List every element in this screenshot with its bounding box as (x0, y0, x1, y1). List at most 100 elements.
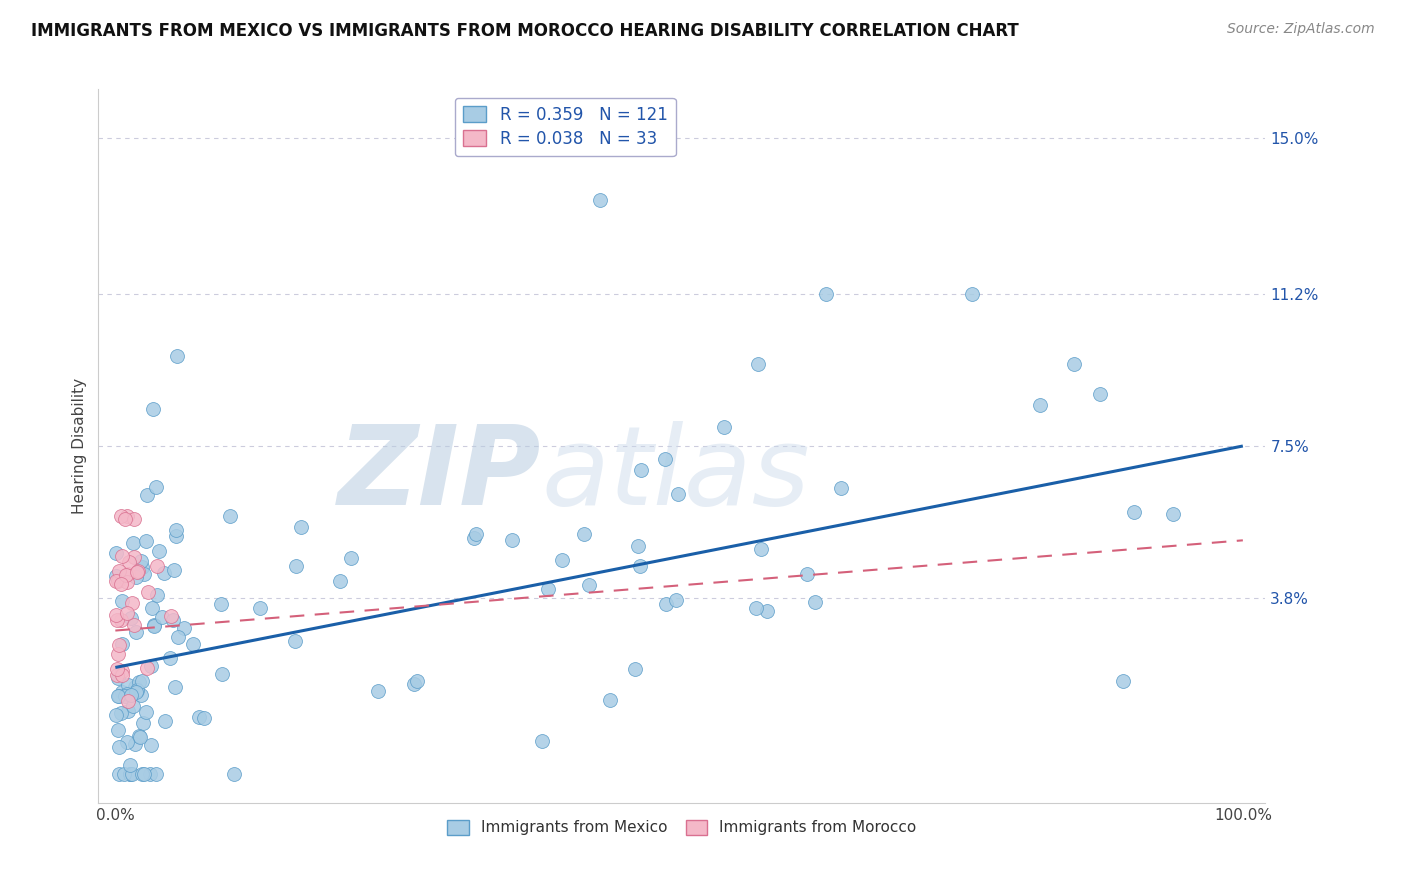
Point (537, 582, 560, 596)
Point (117, 566, 139, 581)
Point (139, 659, 162, 673)
Point (193, 710, 215, 724)
Point (1123, 505, 1146, 519)
Point (165, 523, 187, 537)
Point (111, 637, 134, 651)
Point (122, 511, 145, 525)
Point (111, 667, 134, 681)
Point (209, 597, 232, 611)
Point (747, 357, 769, 371)
Point (578, 578, 600, 592)
Point (118, 767, 141, 781)
Point (329, 574, 352, 588)
Point (666, 486, 689, 500)
Point (163, 563, 186, 577)
Point (135, 705, 157, 719)
Point (105, 546, 128, 560)
Point (143, 619, 166, 633)
Point (110, 577, 132, 591)
Point (125, 685, 148, 699)
Point (131, 674, 153, 689)
Point (153, 714, 176, 729)
Point (107, 574, 129, 589)
Point (107, 638, 129, 652)
Point (159, 651, 181, 665)
Point (115, 735, 138, 749)
Point (173, 622, 195, 636)
Point (150, 610, 173, 624)
Point (117, 704, 139, 718)
Point (623, 662, 645, 676)
Point (165, 529, 187, 543)
Point (1161, 508, 1184, 522)
Point (108, 739, 131, 754)
Point (121, 596, 143, 610)
Point (146, 588, 169, 602)
Point (108, 564, 131, 578)
Point (181, 637, 204, 651)
Point (167, 630, 190, 644)
Point (118, 758, 141, 772)
Point (166, 350, 188, 364)
Point (627, 539, 650, 553)
Point (115, 574, 138, 589)
Point (111, 549, 134, 564)
Point (751, 541, 773, 556)
Point (118, 555, 141, 569)
Point (107, 723, 129, 737)
Point (120, 610, 142, 624)
Point (105, 668, 128, 682)
Point (756, 605, 779, 619)
Point (124, 625, 146, 640)
Point (127, 565, 149, 579)
Point (551, 553, 574, 567)
Point (162, 613, 184, 627)
Point (110, 613, 132, 627)
Point (284, 634, 307, 648)
Point (107, 671, 129, 685)
Point (105, 707, 128, 722)
Point (128, 729, 150, 743)
Text: ZIP: ZIP (339, 421, 541, 528)
Point (111, 664, 134, 678)
Point (125, 570, 148, 584)
Point (122, 699, 145, 714)
Point (1029, 398, 1052, 412)
Point (340, 551, 363, 566)
Point (105, 662, 128, 676)
Point (127, 682, 149, 697)
Point (107, 689, 129, 703)
Point (713, 420, 735, 434)
Point (124, 738, 146, 752)
Point (115, 606, 138, 620)
Point (1063, 357, 1085, 371)
Point (105, 613, 128, 627)
Point (111, 594, 134, 608)
Point (135, 533, 157, 548)
Point (125, 684, 148, 698)
Point (108, 767, 131, 781)
Point (145, 767, 167, 781)
Point (132, 715, 155, 730)
Point (139, 767, 162, 781)
Point (110, 706, 132, 720)
Point (114, 689, 136, 703)
Legend: Immigrants from Mexico, Immigrants from Morocco: Immigrants from Mexico, Immigrants from … (441, 814, 922, 841)
Point (128, 675, 150, 690)
Point (117, 694, 139, 708)
Point (463, 531, 485, 545)
Point (285, 559, 308, 574)
Point (131, 559, 153, 574)
Point (211, 667, 233, 681)
Point (803, 594, 825, 608)
Y-axis label: Hearing Disability: Hearing Disability (72, 378, 87, 514)
Point (222, 767, 245, 781)
Point (107, 647, 129, 661)
Point (136, 585, 159, 599)
Point (121, 767, 143, 781)
Point (599, 693, 621, 707)
Point (146, 558, 169, 573)
Point (132, 566, 155, 581)
Point (105, 574, 128, 589)
Point (187, 710, 209, 724)
